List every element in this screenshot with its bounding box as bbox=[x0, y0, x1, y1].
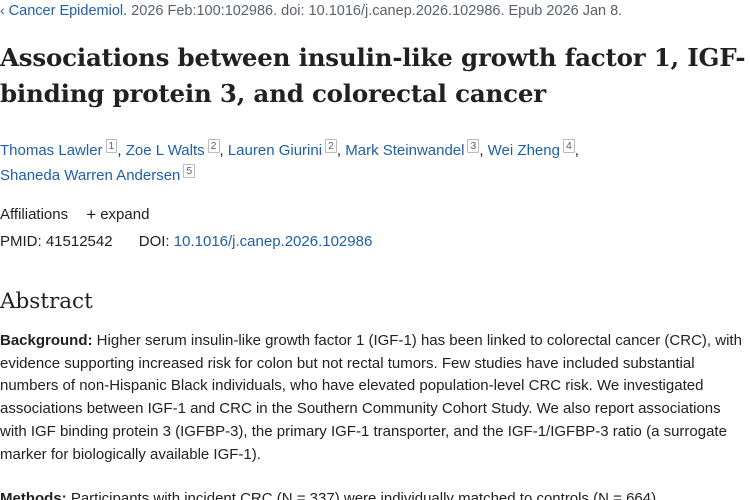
expand-label: expand bbox=[100, 206, 150, 223]
author-link[interactable]: Lauren Giurini bbox=[227, 142, 323, 159]
article-title: Associations between insulin-like growth… bbox=[0, 43, 746, 108]
citation-details: 2026 Feb:100:102986. doi: 10.1016/j.cane… bbox=[127, 3, 623, 19]
abstract-heading: Abstract bbox=[0, 289, 93, 314]
chevron-left-icon[interactable]: ‹ bbox=[0, 2, 5, 18]
affiliation-ref[interactable]: 5 bbox=[183, 164, 196, 178]
background-text: Higher serum insulin-like growth factor … bbox=[0, 332, 742, 463]
plus-icon: + bbox=[86, 205, 97, 224]
author-link[interactable]: Zoe L Walts bbox=[125, 142, 205, 159]
background-label: Background: bbox=[0, 332, 93, 349]
author-link[interactable]: Thomas Lawler bbox=[0, 142, 103, 159]
doi-label: DOI: bbox=[138, 233, 170, 250]
affiliations-row: Affiliations + expand bbox=[0, 205, 149, 225]
abstract-background: Background: Higher serum insulin-like gr… bbox=[0, 330, 750, 466]
pmid-value: 41512542 bbox=[45, 233, 113, 250]
journal-link[interactable]: Cancer Epidemiol. bbox=[8, 3, 128, 19]
author-link[interactable]: Wei Zheng bbox=[487, 142, 560, 159]
affiliation-ref[interactable]: 2 bbox=[207, 139, 220, 153]
authors-list: Thomas Lawler 1, Zoe L Walts 2, Lauren Giu… bbox=[0, 139, 579, 184]
affiliation-ref[interactable]: 1 bbox=[105, 139, 118, 153]
abstract-methods: Methods: Participants with incident CRC … bbox=[0, 488, 750, 500]
affiliations-label: Affiliations bbox=[0, 206, 69, 223]
author-link[interactable]: Mark Steinwandel bbox=[345, 142, 465, 159]
affiliation-ref[interactable]: 4 bbox=[562, 139, 575, 153]
affiliations-expand-button[interactable]: + expand bbox=[86, 205, 150, 224]
affiliation-ref[interactable]: 2 bbox=[325, 139, 337, 153]
pmid-label: PMID: bbox=[0, 233, 42, 250]
author-link[interactable]: Shaneda Warren Andersen bbox=[0, 167, 181, 184]
identifiers-row: PMID: 41512542 DOI: 10.1016/j.canep.2026… bbox=[0, 233, 372, 250]
methods-label: Methods: bbox=[0, 490, 67, 500]
doi-link[interactable]: 10.1016/j.canep.2026.102986 bbox=[173, 233, 373, 250]
affiliation-ref[interactable]: 3 bbox=[467, 139, 480, 153]
methods-text: Participants with incident CRC (N = 337)… bbox=[66, 490, 657, 500]
citation-line: ‹ Cancer Epidemiol. 2026 Feb:100:102986. … bbox=[0, 2, 622, 19]
